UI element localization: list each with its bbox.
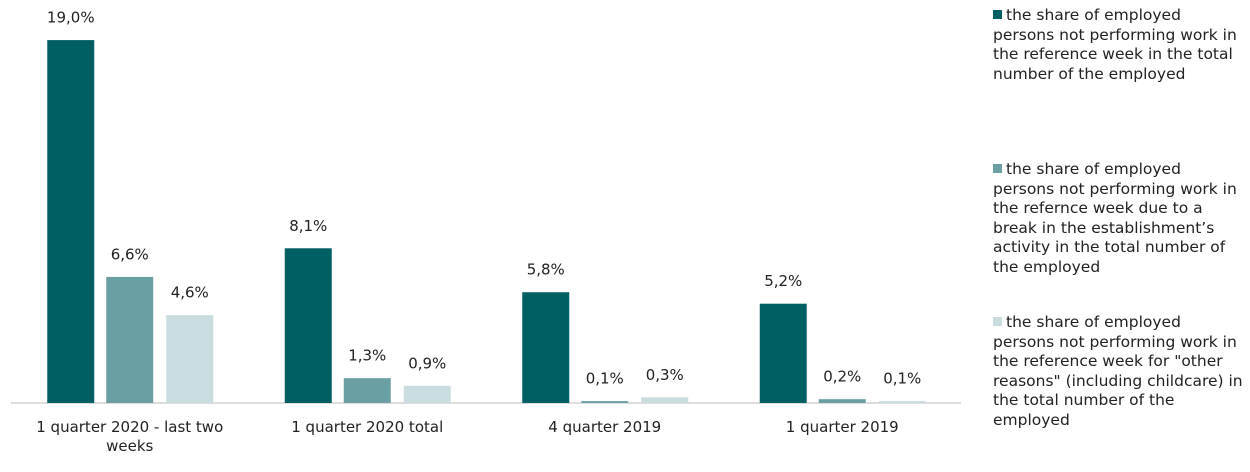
bar	[522, 292, 570, 403]
legend-label: the share of employed persons not perfor…	[993, 6, 1237, 83]
x-tick-label: 1 quarter 2019	[785, 418, 899, 436]
value-label: 0,3%	[646, 366, 684, 384]
bar	[759, 303, 807, 403]
x-tick-label: 1 quarter 2020 total	[291, 418, 444, 436]
value-label: 8,1%	[289, 217, 327, 235]
legend-label: the share of employed persons not perfor…	[993, 160, 1237, 276]
legend-swatch	[993, 164, 1002, 173]
bar	[581, 401, 629, 403]
bar	[284, 248, 332, 403]
x-tick-label: 1 quarter 2020 - last two weeks	[36, 418, 224, 455]
legend-label: the share of employed persons not perfor…	[993, 313, 1243, 429]
value-label: 6,6%	[111, 245, 149, 263]
legend-entry: the share of employed persons not perfor…	[993, 313, 1243, 430]
legend-swatch	[993, 10, 1002, 19]
bar	[166, 315, 214, 403]
bar	[343, 378, 391, 403]
bar	[403, 385, 451, 403]
value-label: 4,6%	[171, 284, 209, 302]
value-label: 0,2%	[823, 368, 861, 386]
bar	[47, 40, 95, 403]
bar	[106, 276, 154, 403]
value-label: 0,1%	[883, 370, 921, 388]
value-label: 0,1%	[586, 370, 624, 388]
bar	[878, 401, 926, 403]
legend-entry: the share of employed persons not perfor…	[993, 6, 1243, 84]
value-label: 19,0%	[47, 9, 95, 27]
legend-entry: the share of employed persons not perfor…	[993, 160, 1243, 277]
bar	[818, 399, 866, 403]
value-label: 1,3%	[348, 347, 386, 365]
legend-swatch	[993, 317, 1002, 326]
value-label: 5,2%	[764, 272, 802, 290]
value-label: 5,8%	[527, 261, 565, 279]
bar	[641, 397, 689, 403]
x-tick-label: 4 quarter 2019	[548, 418, 662, 436]
value-label: 0,9%	[408, 354, 446, 372]
